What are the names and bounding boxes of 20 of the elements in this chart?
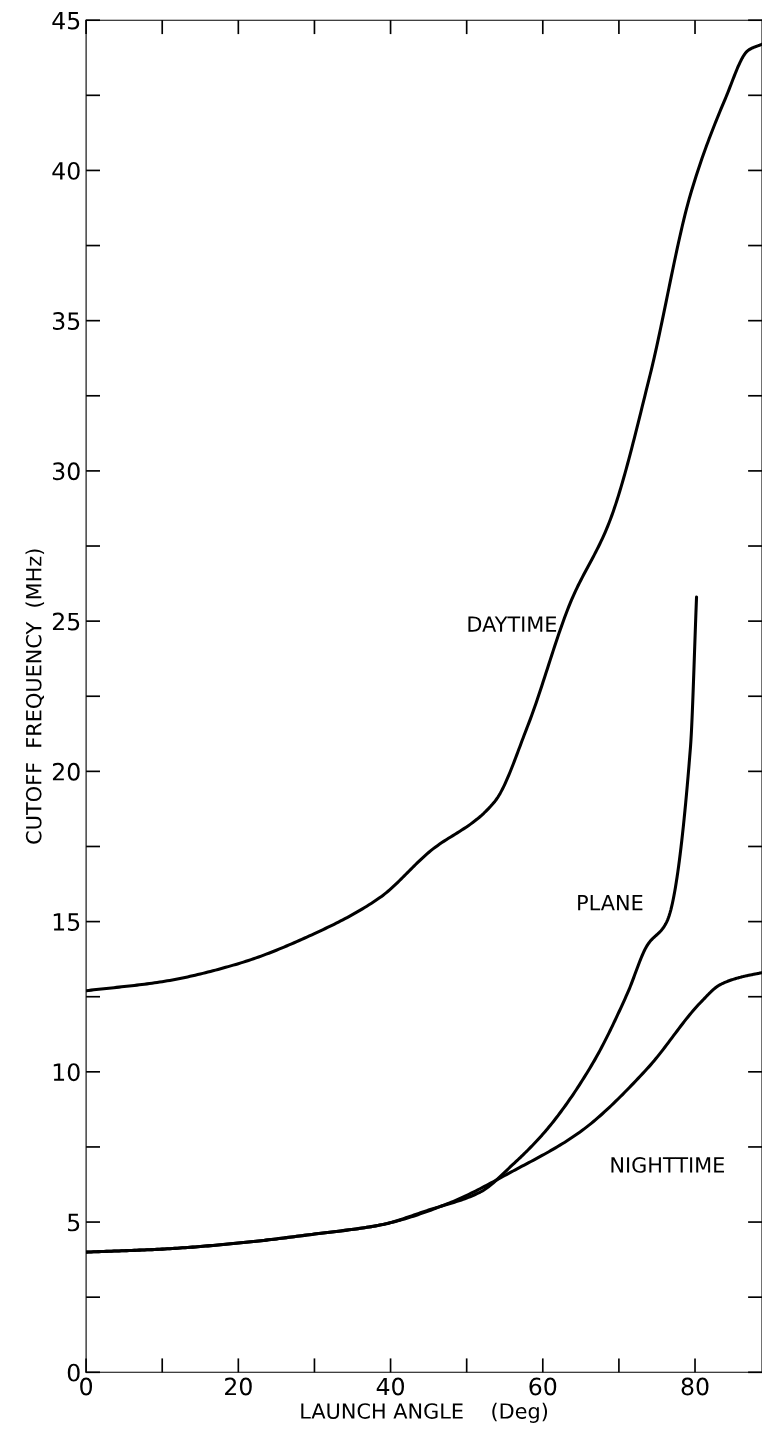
x-tick-label: 0 [80,1377,93,1396]
y-tick-label: 10 [53,1063,80,1082]
annotation: NIGHTTIME [611,1157,724,1173]
y-axis-title: CUTOFF FREQUENCY (MHz) [25,549,45,844]
y-tick-label: 25 [52,612,80,631]
y-tick-label: 40 [52,161,80,180]
y-tick-label: 45 [52,11,80,30]
y-tick-label: 0 [67,1363,80,1382]
x-tick-label: 80 [681,1377,709,1396]
annotation: PLANE [578,895,643,911]
x-axis-title: LAUNCH ANGLE (Deg) [301,1402,548,1423]
y-tick-label: 15 [53,913,80,931]
y-tick-label: 35 [53,312,80,330]
annotation: DAYTIME [468,616,557,632]
y-tick-label: 5 [68,1213,80,1232]
x-tick-label: 20 [225,1377,252,1396]
x-tick-label: 40 [376,1377,405,1396]
y-tick-label: 30 [53,462,80,481]
y-tick-label: 20 [52,762,80,781]
x-tick-label: 60 [529,1377,557,1396]
